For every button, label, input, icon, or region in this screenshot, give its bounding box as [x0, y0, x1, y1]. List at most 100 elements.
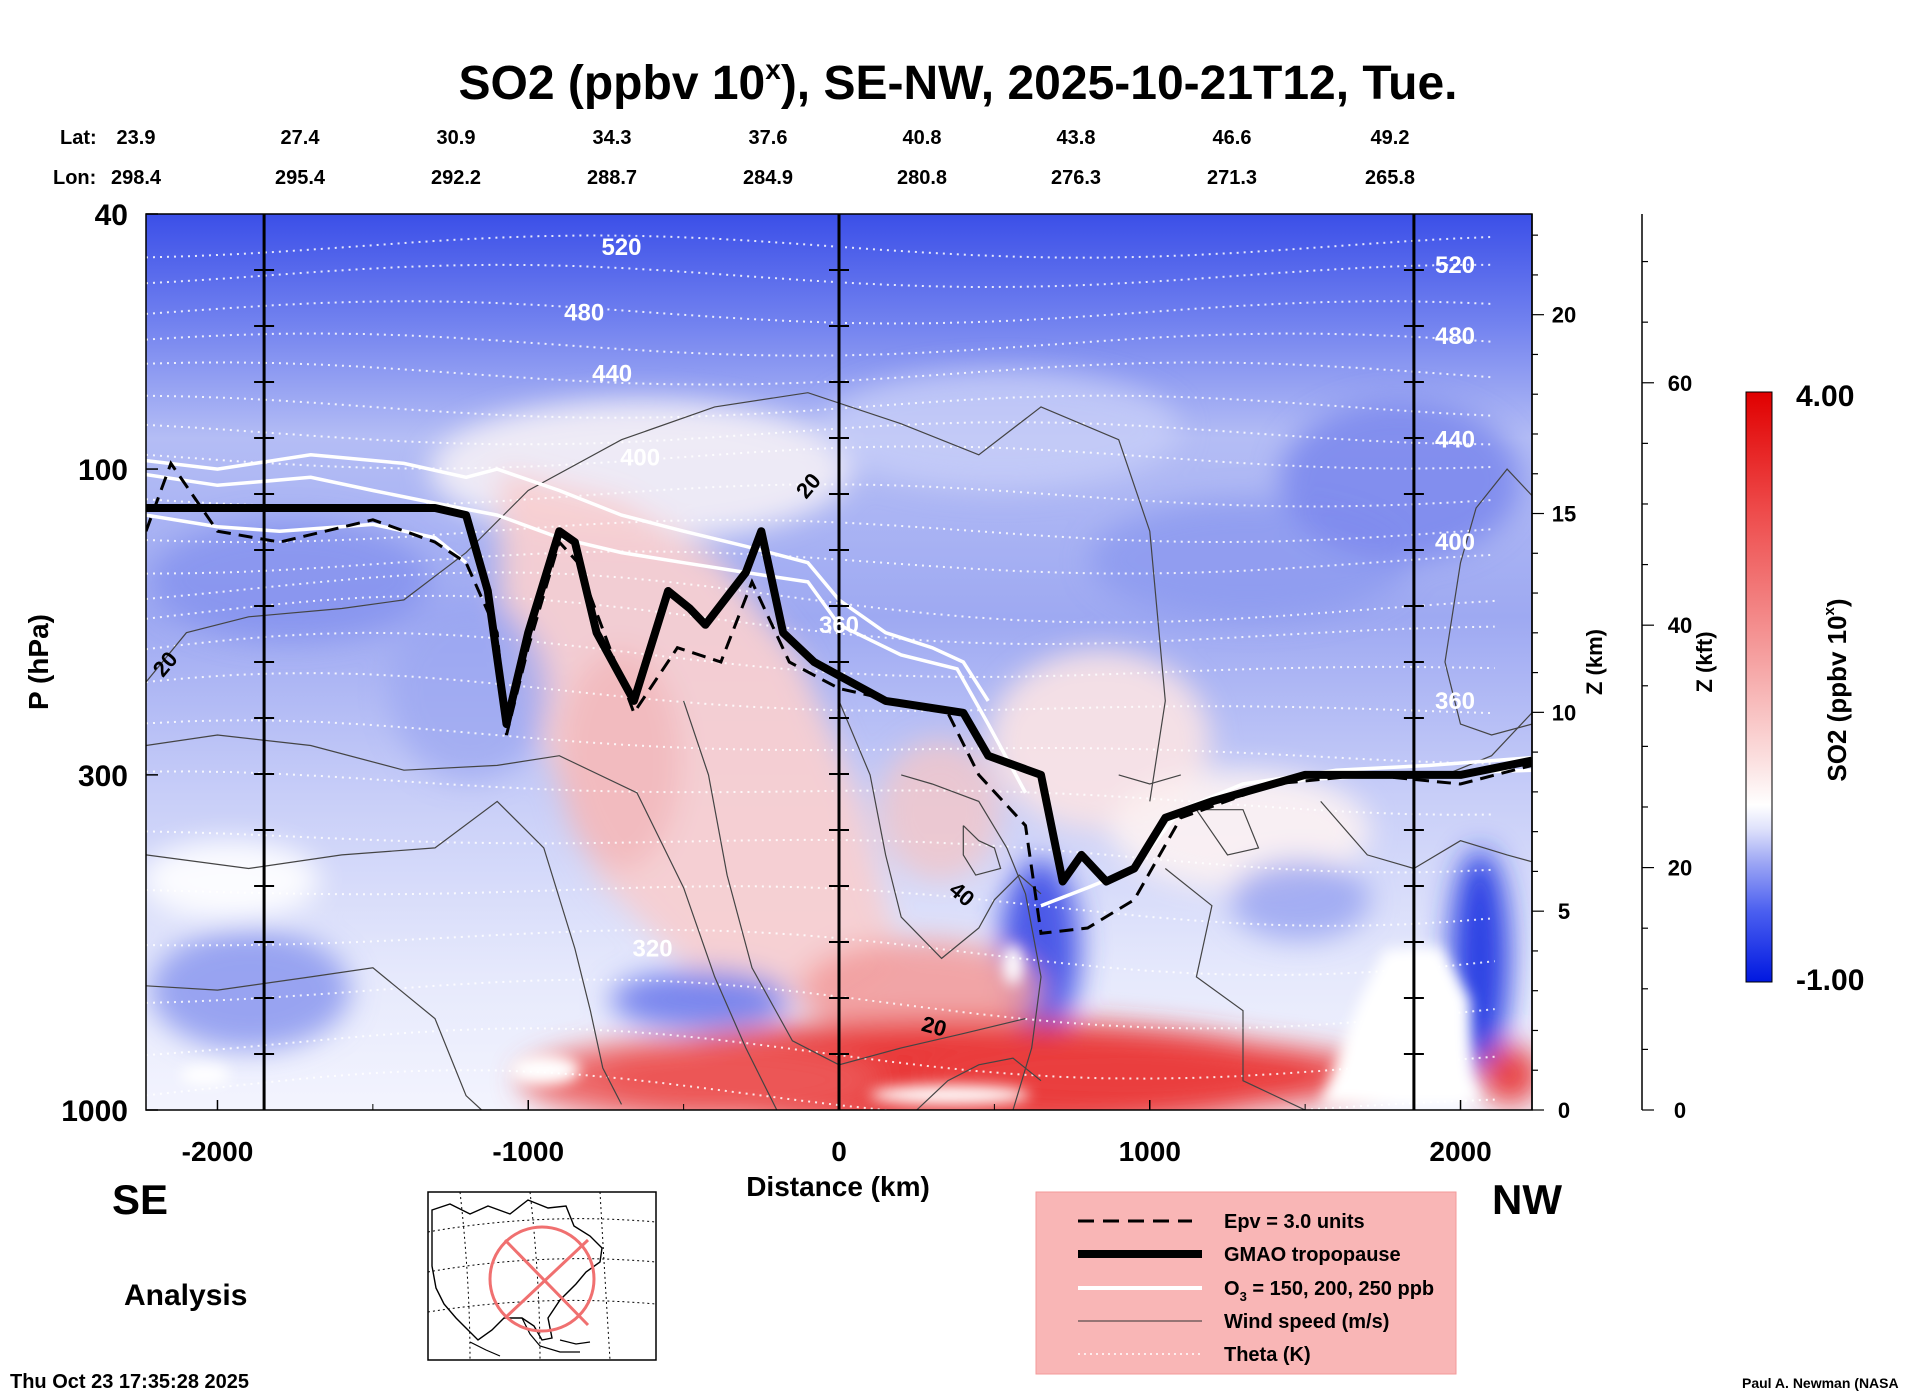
wind-contour — [1320, 801, 1532, 870]
lon-value: 284.9 — [743, 167, 793, 189]
lat-value: 23.9 — [117, 127, 156, 149]
theta-contour — [146, 394, 1495, 419]
x-axis-label: Distance (km) — [746, 1171, 930, 1202]
theta-contour — [146, 1069, 1495, 1110]
x-tick-label: 1000 — [1119, 1136, 1181, 1167]
wind-contour — [1164, 868, 1306, 1110]
wind-contour — [146, 392, 1166, 802]
p-tick-label: 100 — [78, 454, 128, 487]
credit: Paul A. Newman (NASA — [1742, 1375, 1899, 1391]
lon-value: 288.7 — [587, 167, 637, 189]
epv-line — [146, 460, 1532, 935]
legend: Epv = 3.0 units GMAO tropopause O3 = 150… — [1035, 1191, 1457, 1375]
p-tick-label: 300 — [78, 760, 128, 793]
z-kft-axis-label: Z (kft) — [1692, 631, 1717, 692]
x-tick-label: 2000 — [1429, 1136, 1491, 1167]
theta-label: 400 — [1435, 529, 1475, 556]
wind-contour — [146, 734, 778, 1110]
wind-contour — [901, 774, 1042, 1110]
p-tick-label: 1000 — [61, 1095, 128, 1128]
pressure-axis: 40 100 300 1000 — [61, 199, 158, 1128]
theta-label: 520 — [1435, 252, 1475, 279]
z-kft-tick-label: 60 — [1668, 371, 1692, 396]
z-kft-axis: 0 20 40 60 — [1641, 214, 1692, 1123]
z-kft-tick-label: 20 — [1668, 856, 1692, 881]
theta-label: 480 — [1435, 323, 1475, 350]
z-kft-tick-label: 40 — [1668, 613, 1692, 638]
colorbar-ramp — [1745, 391, 1773, 983]
lon-value: 298.4 — [111, 167, 162, 189]
wind-contour — [146, 800, 623, 1105]
p-tick-label: 40 — [95, 199, 128, 232]
theta-label: 360 — [1435, 688, 1475, 715]
colorbar-min-label: -1.00 — [1796, 964, 1864, 997]
legend-label-theta: Theta (K) — [1224, 1344, 1311, 1366]
theta-contour — [146, 550, 1495, 575]
lat-value: 34.3 — [593, 127, 632, 149]
theta-contour — [146, 978, 1495, 1030]
theta-contour — [146, 571, 1495, 624]
lat-lon-values: 23.9 27.4 30.9 34.3 37.6 40.8 43.8 46.6 49.2 298.… — [111, 127, 1415, 189]
theta-label: 520 — [601, 234, 641, 261]
theta-contour — [146, 672, 1495, 715]
wind-contour — [1444, 712, 1532, 776]
x-tick-label: -1000 — [492, 1136, 564, 1167]
lon-value: 271.3 — [1207, 167, 1257, 189]
theta-contour — [146, 300, 1495, 325]
colorbar-max-label: 4.00 — [1796, 380, 1854, 413]
theta-contour — [146, 234, 1495, 259]
wind-contour — [962, 825, 1002, 876]
lon-value: 276.3 — [1051, 167, 1101, 189]
wind-contour — [1444, 468, 1532, 736]
legend-label-ozone: O3 = 150, 200, 250 ppb — [1224, 1278, 1434, 1304]
direction-nw: NW — [1492, 1176, 1562, 1223]
colorbar: 4.00 -1.00 SO2 (ppbv 10x) — [1745, 380, 1864, 997]
wind-contour — [916, 1057, 1042, 1110]
product-label: Analysis — [124, 1279, 247, 1312]
inset-map — [427, 1191, 657, 1361]
z-km-tick-label: 10 — [1552, 700, 1576, 725]
z-km-tick-label: 15 — [1552, 502, 1576, 527]
theta-contour — [146, 263, 1495, 289]
lat-value: 30.9 — [437, 127, 476, 149]
theta-label: 440 — [1435, 427, 1475, 454]
coastline-north-america — [431, 1199, 603, 1341]
wind-contour — [683, 700, 1026, 1066]
inset-range-circle — [488, 1225, 596, 1333]
tropopause-contour — [146, 504, 1532, 886]
lon-row-label: Lon: — [53, 167, 96, 189]
theta-labels: 520 480 440 400 360 320 520 480 440 400 360 — [564, 234, 1475, 963]
inset-section-line — [503, 1238, 590, 1327]
timestamp: Thu Oct 23 17:35:28 2025 — [10, 1371, 249, 1393]
lon-value: 265.8 — [1365, 167, 1415, 189]
z-km-tick-label: 5 — [1558, 899, 1570, 924]
tropopause-line — [146, 504, 1532, 886]
lat-value: 37.6 — [749, 127, 788, 149]
theta-contour — [146, 332, 1495, 357]
ozone-contour — [146, 453, 990, 702]
wind-contour — [838, 700, 1042, 960]
wind-contour — [1195, 809, 1260, 856]
lat-value: 49.2 — [1371, 127, 1410, 149]
theta-contours — [146, 234, 1495, 1110]
theta-contour — [146, 719, 1495, 765]
legend-label-wind: Wind speed (m/s) — [1224, 1311, 1389, 1333]
z-kft-tick-label: 0 — [1674, 1098, 1686, 1123]
z-km-tick-label: 20 — [1552, 303, 1576, 328]
theta-contour — [146, 445, 1495, 470]
wind-contour — [146, 967, 483, 1110]
theta-contour — [146, 885, 1495, 927]
theta-label: 480 — [564, 300, 604, 327]
ozone-contour — [146, 472, 1028, 794]
theta-contour — [146, 1027, 1495, 1080]
theta-contour — [146, 594, 1495, 646]
lon-value: 292.2 — [431, 167, 481, 189]
reference-vertical-lines — [254, 214, 1424, 1110]
lat-row-label: Lat: — [60, 127, 97, 149]
colorbar-title: SO2 (ppbv 10x) — [1821, 598, 1852, 781]
theta-contour — [146, 421, 1495, 446]
theta-contour — [146, 770, 1495, 816]
theta-contour — [146, 361, 1495, 386]
x-tick-label: 0 — [831, 1136, 847, 1167]
